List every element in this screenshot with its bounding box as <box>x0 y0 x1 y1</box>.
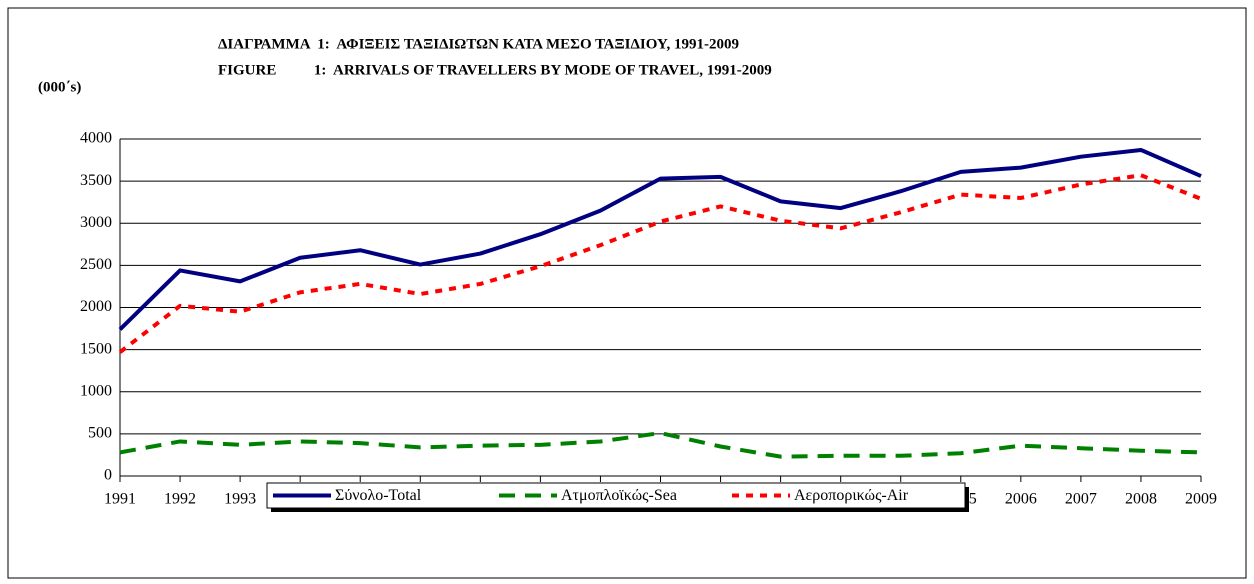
y-tick-label: 2000 <box>80 298 112 315</box>
y-tick-label: 0 <box>104 467 112 484</box>
legend <box>266 482 966 509</box>
y-tick-label: 4000 <box>80 130 112 147</box>
x-tick-label: 1993 <box>224 491 256 508</box>
y-tick-label: 2500 <box>80 256 112 273</box>
legend-label: Σύνολο-Total <box>335 487 422 504</box>
legend-label: Αεροπορικώς-Air <box>794 487 909 504</box>
chart-title: ΔΙΑΓΡΑΜΜΑ 1: ΑΦΙΞΕΙΣ ΤΑΞΙΔΙΩΤΩΝ ΚΑΤΑ ΜΕΣ… <box>218 36 739 52</box>
y-tick-label: 1500 <box>80 340 112 357</box>
y-tick-label: 3000 <box>80 214 112 231</box>
series-line <box>118 173 1202 354</box>
x-tick-label: 2007 <box>1065 491 1097 508</box>
y-tick-label: 3500 <box>80 172 112 189</box>
x-tick-label: 2009 <box>1185 491 1217 508</box>
y-axis-label: (000΄s) <box>38 79 81 95</box>
x-tick-label: 2006 <box>1005 491 1037 508</box>
legend-label: Ατμοπλοϊκώς-Sea <box>561 487 677 504</box>
x-tick-label: 2008 <box>1125 491 1157 508</box>
chart-title: FIGURE 1: ARRIVALS OF TRAVELLERS BY MODE… <box>218 62 772 78</box>
x-tick-label: 1991 <box>104 491 136 508</box>
series-line <box>118 147 1202 331</box>
y-tick-label: 1000 <box>80 382 112 399</box>
x-tick-label: 1992 <box>164 491 196 508</box>
y-tick-label: 500 <box>88 425 112 442</box>
